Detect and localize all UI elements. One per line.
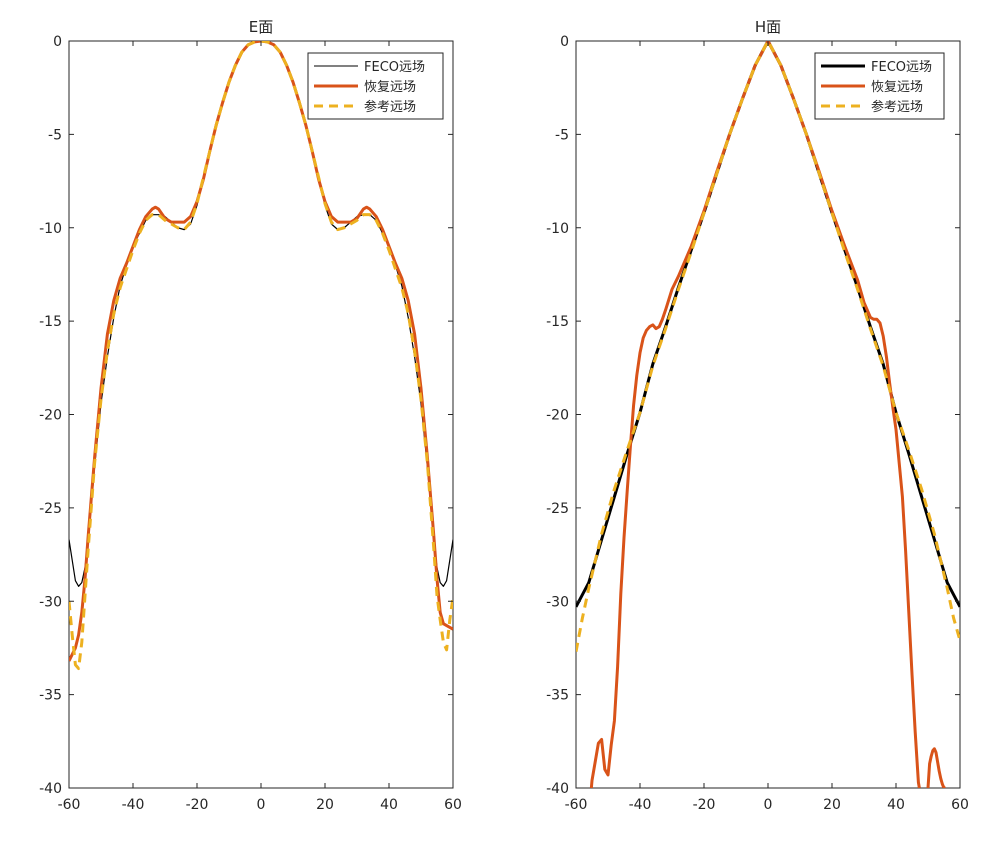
- e-plane-legend[interactable]: FECO远场 恢复远场 参考远场: [307, 52, 444, 120]
- e-plane-ytick-label: -20: [39, 408, 62, 424]
- h-plane-legend-box: [814, 52, 945, 120]
- h-plane-legend-label-feco: FECO远场: [871, 60, 932, 75]
- e-plane-series-group: [69, 41, 453, 670]
- e-plane-ytick-label: -5: [48, 127, 62, 143]
- e-plane-ytick-label: -15: [39, 314, 62, 330]
- h-plane-ytick-label: -35: [546, 688, 569, 704]
- e-plane-ytick-label: 0: [53, 34, 62, 50]
- h-plane-ytick-label: 0: [560, 34, 569, 50]
- h-plane-xtick-label: -40: [629, 797, 652, 813]
- e-plane-ytick-label: -40: [39, 781, 62, 797]
- e-plane-panel: E面 -60 -40 -20 0 20 40 600-5-10-15-20-25-30-35…: [39, 18, 462, 813]
- e-plane-series-2-line: [69, 41, 453, 670]
- h-plane-xtick-label: 20: [823, 797, 841, 813]
- e-plane-xtick-label: 40: [380, 797, 398, 813]
- e-plane-xtick-label: 60: [444, 797, 462, 813]
- h-plane-ytick-label: -15: [546, 314, 569, 330]
- h-plane-ytick-label: -20: [546, 408, 569, 424]
- e-plane-legend-label-reference: 参考远场: [364, 99, 416, 115]
- h-plane-ytick-label: -25: [546, 501, 569, 517]
- h-plane-ytick-label: -40: [546, 781, 569, 797]
- h-plane-legend[interactable]: FECO远场 恢复远场 参考远场: [814, 52, 945, 120]
- h-plane-xtick-label: -20: [693, 797, 716, 813]
- h-plane-ytick-label: -10: [546, 221, 569, 237]
- h-plane-legend-label-recovered: 恢复远场: [871, 80, 923, 95]
- e-plane-xtick-label: -60: [58, 797, 81, 813]
- e-plane-xtick-label: -40: [122, 797, 145, 813]
- e-plane-ytick-label: -30: [39, 594, 62, 610]
- h-plane-series-2-line: [926, 747, 946, 788]
- h-plane-series-group: [576, 41, 960, 788]
- h-plane-xtick-label: 0: [764, 797, 773, 813]
- e-plane-xtick-label: -20: [186, 797, 209, 813]
- e-plane-plot-area: -60 -40 -20 0 20 40 600-5-10-15-20-25-30-35-40: [39, 34, 462, 813]
- e-plane-title: E面: [249, 18, 273, 36]
- e-plane-ytick-label: -10: [39, 221, 62, 237]
- e-plane-series-1-line: [69, 41, 453, 662]
- h-plane-legend-label-reference: 参考远场: [871, 99, 923, 115]
- h-plane-series-1-line: [589, 41, 921, 788]
- h-plane-xtick-label: 40: [887, 797, 905, 813]
- h-plane-xtick-label: -60: [565, 797, 588, 813]
- h-plane-xtick-label: 60: [951, 797, 969, 813]
- h-plane-title: H面: [755, 18, 781, 36]
- e-plane-legend-label-recovered: 恢复远场: [364, 80, 416, 95]
- h-plane-ytick-label: -30: [546, 594, 569, 610]
- e-plane-legend-label-feco: FECO远场: [364, 60, 425, 75]
- h-plane-panel: H面 -60 -40 -20 0 20 40 600-5-10-15-20-25-30-35…: [546, 18, 969, 813]
- e-plane-ytick-label: -25: [39, 501, 62, 517]
- h-plane-plot-area: -60 -40 -20 0 20 40 600-5-10-15-20-25-30-35-40: [546, 34, 969, 813]
- h-plane-ytick-label: -5: [555, 127, 569, 143]
- e-plane-xtick-label: 20: [316, 797, 334, 813]
- e-plane-xtick-label: 0: [257, 797, 266, 813]
- e-plane-ytick-label: -35: [39, 688, 62, 704]
